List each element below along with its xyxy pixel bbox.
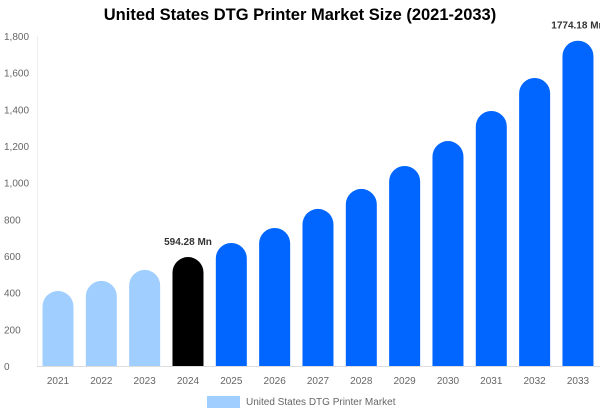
x-tick-label: 2030 [437,376,460,387]
x-tick-label: 2022 [90,376,113,387]
data-label: 594.28 Mn [164,237,212,248]
bar-2022[interactable] [85,280,117,366]
y-tick-label: 1,600 [4,69,29,80]
y-tick-label: 400 [4,289,21,300]
x-tick-label: 2027 [307,376,330,387]
x-tick-label: 2021 [47,376,70,387]
legend-swatch [207,396,240,408]
y-tick-label: 1,000 [4,179,29,190]
y-tick-label: 600 [4,252,21,263]
x-tick-label: 2026 [264,376,287,387]
x-tick-label: 2025 [220,376,243,387]
bar-2031[interactable] [475,110,507,366]
bar-2032[interactable] [519,77,551,366]
bar-2026[interactable] [259,227,291,366]
x-tick-label: 2024 [177,376,200,387]
x-tick-label: 2033 [567,376,590,387]
bar-2021[interactable] [42,291,74,366]
bar-2025[interactable] [215,242,247,366]
data-label: 1774.18 Mn [551,21,600,32]
legend-label: United States DTG Printer Market [246,396,396,408]
y-tick-label: 200 [4,325,21,336]
x-tick-label: 2031 [480,376,503,387]
bar-2030[interactable] [432,141,464,366]
bar-2029[interactable] [389,165,421,366]
y-tick-label: 1,200 [4,142,29,153]
bar-2023[interactable] [129,269,161,366]
y-tick-label: 800 [4,215,21,226]
y-tick-label: 1,400 [4,105,29,116]
y-tick-label: 0 [4,362,10,373]
y-tick-label: 1,800 [4,32,29,43]
bar-2027[interactable] [302,208,334,366]
legend[interactable]: United States DTG Printer Market [207,396,396,408]
x-tick-label: 2029 [394,376,417,387]
bar-2024[interactable] [172,257,204,366]
bar-2033[interactable] [562,40,594,366]
x-tick-label: 2028 [350,376,373,387]
x-tick-label: 2032 [524,376,547,387]
bar-2028[interactable] [345,188,377,366]
chart-title: United States DTG Printer Market Size (2… [103,6,497,24]
x-tick-label: 2023 [134,376,157,387]
